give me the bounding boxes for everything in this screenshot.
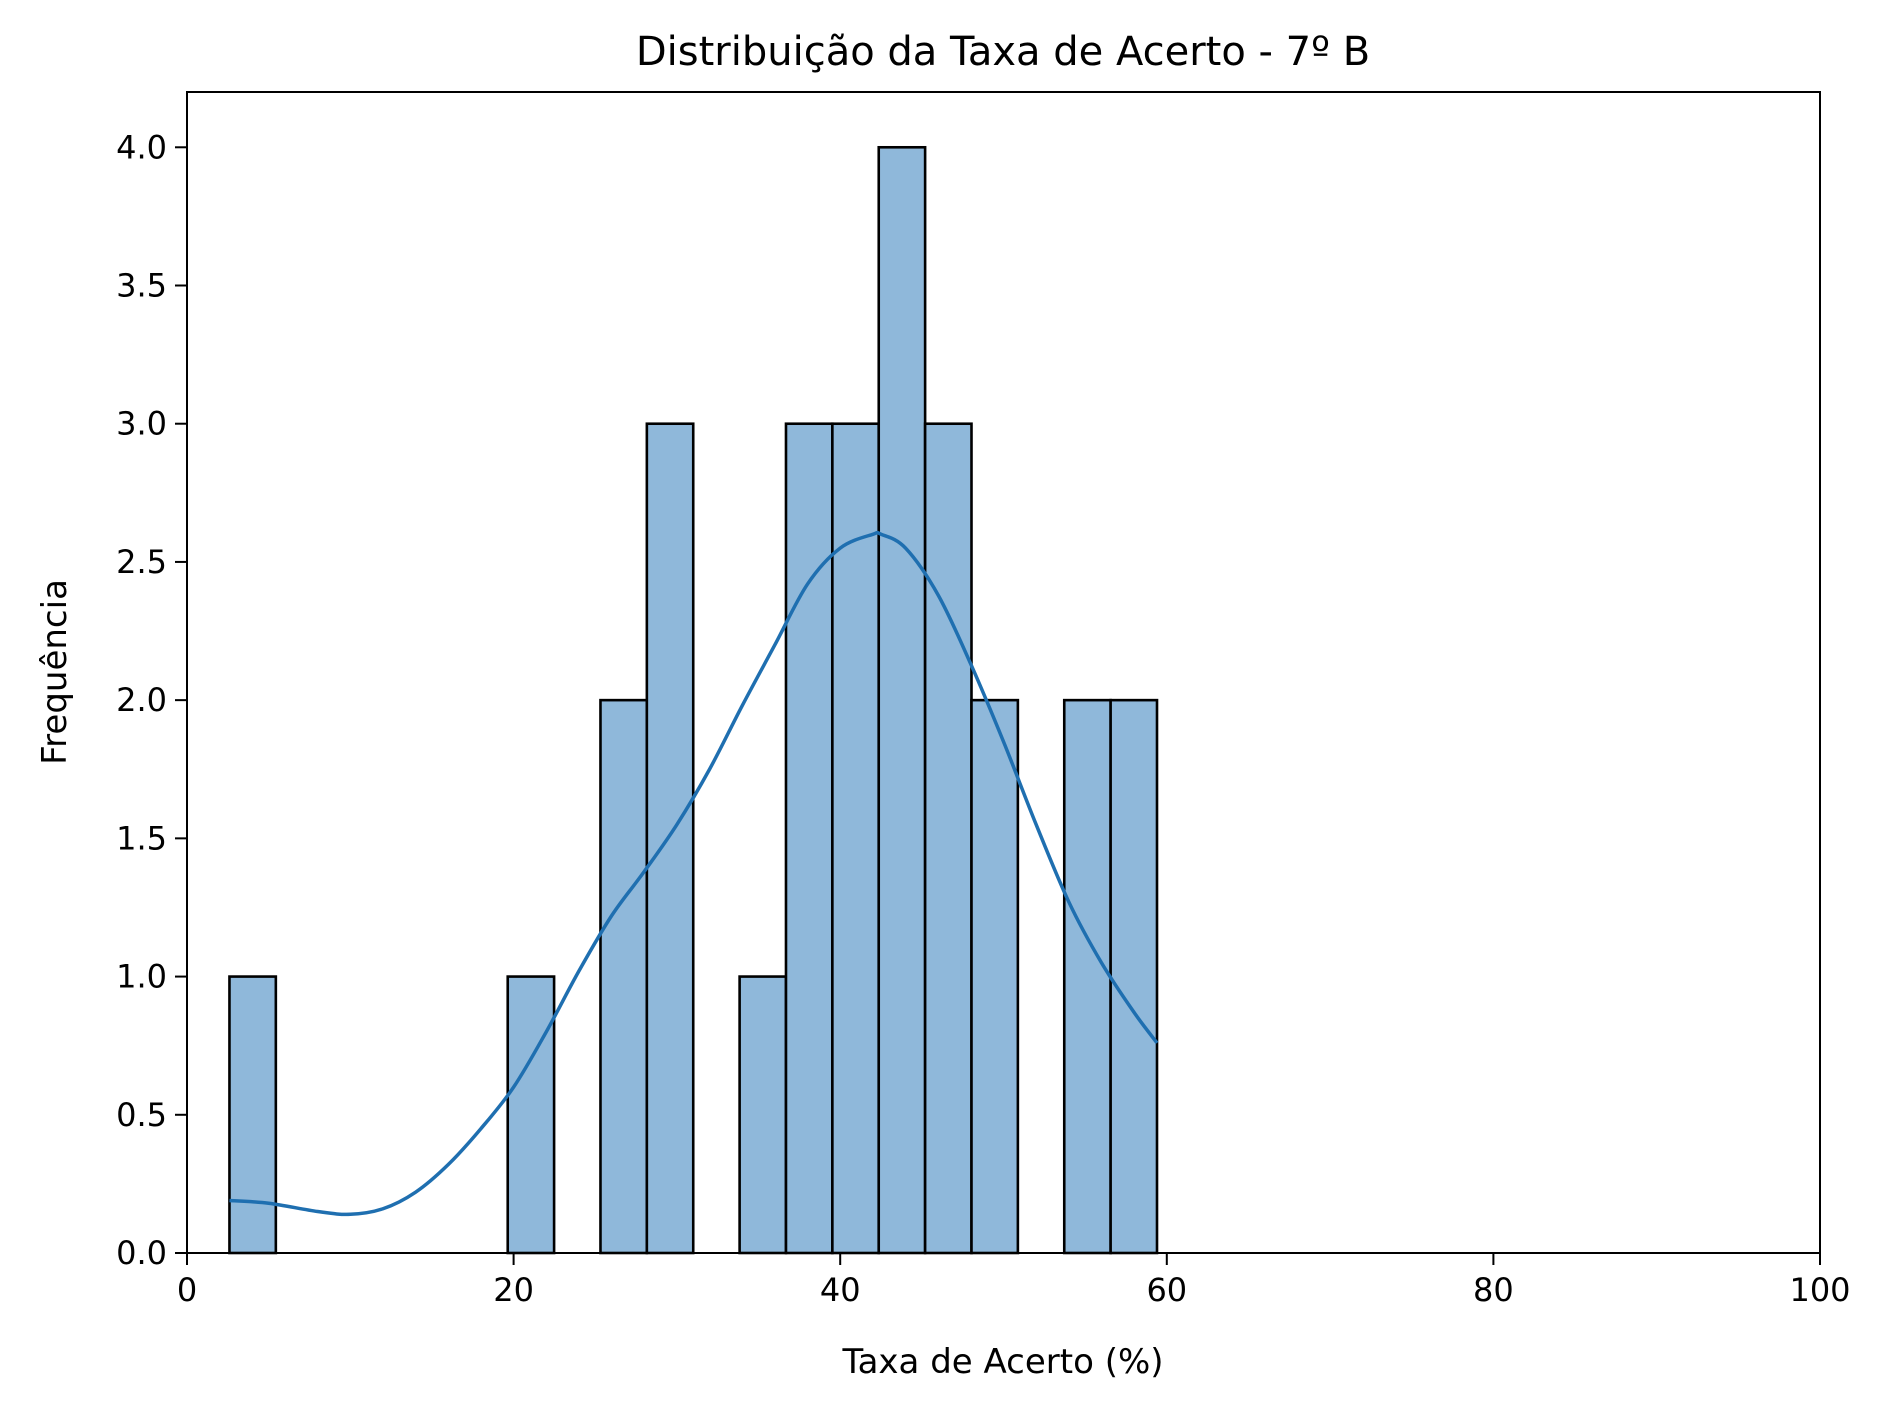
histogram-bar (599, 698, 649, 1255)
x-tick-label: 40 (820, 1271, 861, 1309)
y-tick-label: 3.0 (116, 405, 167, 443)
x-tick-label: 0 (177, 1271, 197, 1309)
y-tick-label: 1.5 (116, 819, 167, 857)
x-tick-label: 20 (493, 1271, 534, 1309)
histogram-bar (738, 975, 788, 1255)
histogram-bar (645, 422, 695, 1255)
x-tick-label: 80 (1473, 1271, 1514, 1309)
histogram-bar (970, 698, 1020, 1255)
histogram-bar (1109, 698, 1159, 1255)
y-tick-label: 4.0 (116, 128, 167, 166)
y-axis-ticks: 0.0 0.5 1.0 1.5 2.0 2.5 3.0 3.5 4.0 (116, 128, 187, 1272)
y-tick-label: 1.0 (116, 958, 167, 996)
y-tick-label: 0.0 (116, 1234, 167, 1272)
y-tick-label: 2.5 (116, 543, 167, 581)
chart-title: Distribuição da Taxa de Acerto - 7º B (636, 29, 1370, 75)
x-axis-ticks: 0 20 40 60 80 100 (177, 1253, 1851, 1309)
y-axis-label: Frequência (35, 579, 75, 765)
histogram-bar (1062, 698, 1112, 1255)
plot-frame (186, 91, 1821, 1254)
kde-curve (229, 530, 1159, 1217)
histogram-bar (831, 422, 881, 1255)
x-axis-label: Taxa de Acerto (%) (841, 1342, 1163, 1382)
x-tick-label: 100 (1789, 1271, 1850, 1309)
y-tick-label: 0.5 (116, 1096, 167, 1134)
histogram-bar (923, 422, 973, 1255)
histogram-bar (877, 145, 927, 1255)
y-tick-label: 2.0 (116, 681, 167, 719)
histogram-bar (506, 975, 556, 1255)
y-tick-label: 3.5 (116, 267, 167, 305)
histogram-bar (228, 975, 278, 1255)
x-tick-label: 60 (1146, 1271, 1187, 1309)
histogram-bars (228, 145, 1159, 1255)
histogram-bar (784, 422, 834, 1255)
